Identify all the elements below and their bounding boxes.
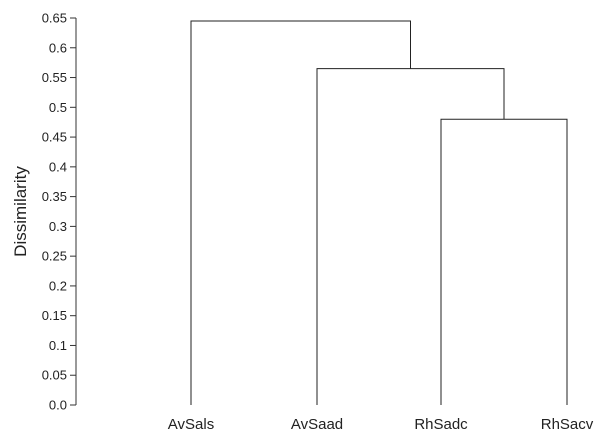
dendrogram-link (440, 118, 568, 405)
y-tick-label: 0.05 (42, 368, 67, 383)
y-tick-label: 0.3 (49, 219, 67, 234)
y-tick-label: 0.0 (49, 398, 67, 413)
leaf-labels: AvSals AvSaad RhSadc RhSacv (168, 416, 594, 433)
y-tick-label: 0.1 (49, 338, 67, 353)
y-tick-label: 0.2 (49, 278, 67, 293)
y-tick-label: 0.15 (42, 308, 67, 323)
leaf-label: AvSals (168, 416, 214, 433)
y-tick-label: 0.65 (42, 11, 67, 26)
y-tick-label: 0.25 (42, 249, 67, 264)
y-axis-ticks: 0.0 0.05 0.1 0.15 0.2 0.25 0.3 0.35 0.4 0.45 0.5 0.… (42, 11, 76, 413)
y-tick-label: 0.4 (49, 159, 67, 174)
dendrogram-link (190, 20, 411, 405)
y-tick-label: 0.5 (49, 100, 67, 115)
leaf-label: RhSacv (541, 416, 594, 433)
y-axis-title: Dissimilarity (11, 166, 30, 257)
dendrogram-links (190, 20, 568, 405)
dendrogram-link (316, 68, 505, 405)
leaf-label: RhSadc (414, 416, 468, 433)
y-tick-label: 0.6 (49, 40, 67, 55)
y-tick-label: 0.35 (42, 189, 67, 204)
y-tick-label: 0.45 (42, 130, 67, 145)
y-tick-label: 0.55 (42, 70, 67, 85)
leaf-label: AvSaad (291, 416, 343, 433)
